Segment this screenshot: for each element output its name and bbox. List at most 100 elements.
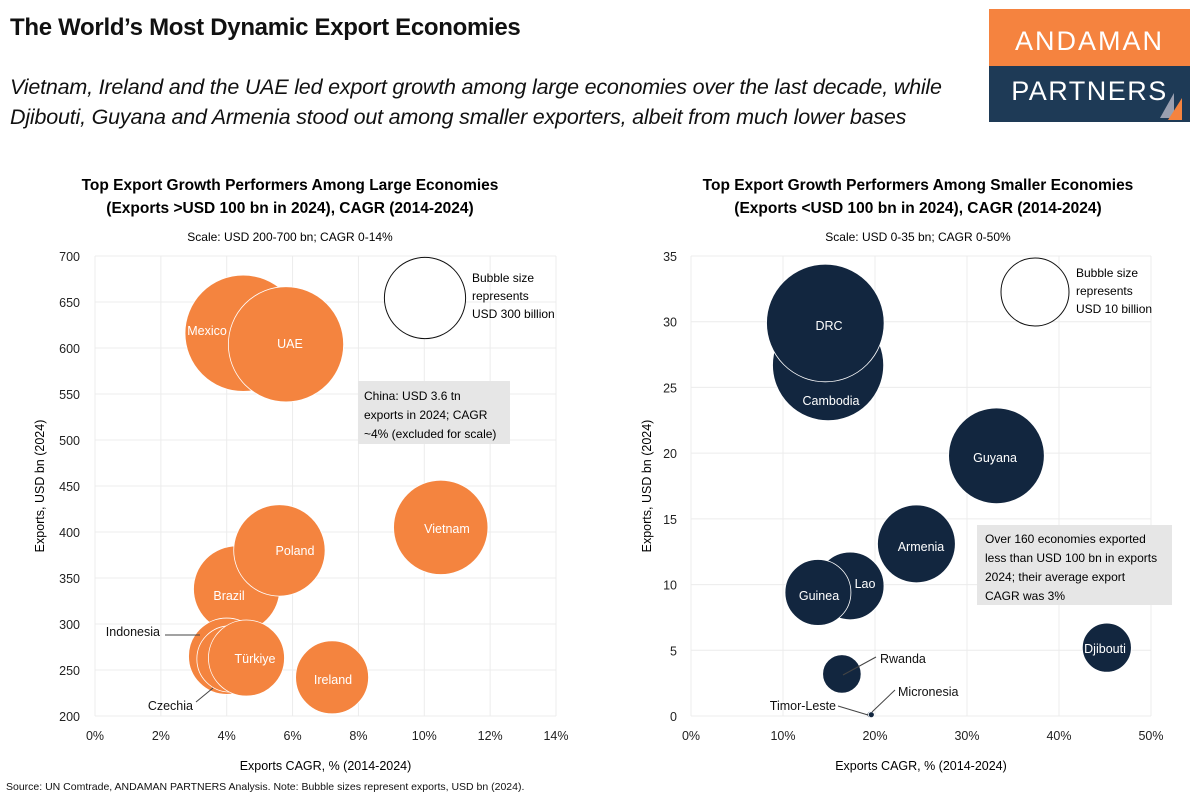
leader-line bbox=[842, 656, 877, 676]
logo-text: PARTNERS bbox=[1011, 76, 1168, 106]
bubble-label: Türkiye bbox=[235, 652, 276, 666]
y-tick-label: 400 bbox=[59, 526, 80, 540]
x-axis-label: Exports CAGR, % (2014-2024) bbox=[835, 759, 1007, 773]
y-tick-label: 550 bbox=[59, 388, 80, 402]
bubble-label: Vietnam bbox=[424, 522, 470, 536]
y-tick-label: 5 bbox=[670, 644, 677, 658]
bubble-size-legend-circle bbox=[383, 256, 467, 340]
page-subtitle: Vietnam, Ireland and the UAE led export … bbox=[10, 75, 942, 129]
bubble-label: Poland bbox=[276, 544, 315, 558]
bubble-türkiye bbox=[208, 619, 285, 697]
bubble-label: Mexico bbox=[187, 324, 227, 338]
source-note: Source: UN Comtrade, ANDAMAN PARTNERS An… bbox=[6, 781, 525, 793]
leader-line bbox=[871, 689, 896, 713]
bubble-label: Czechia bbox=[148, 699, 193, 713]
bubble-legend-text: USD 10 billion bbox=[1076, 302, 1152, 316]
x-tick-label: 0% bbox=[682, 729, 700, 743]
bubble-label: Lao bbox=[855, 577, 876, 591]
bubble-guinea bbox=[784, 559, 852, 626]
y-tick-label: 10 bbox=[663, 579, 677, 593]
chart-title-line1: Top Export Growth Performers Among Small… bbox=[703, 177, 1134, 194]
x-tick-label: 40% bbox=[1046, 729, 1071, 743]
x-tick-label: 50% bbox=[1138, 729, 1163, 743]
annotation-text: CAGR was 3% bbox=[985, 589, 1065, 603]
bubble-legend-text: USD 300 billion bbox=[472, 307, 555, 321]
x-tick-label: 10% bbox=[770, 729, 795, 743]
y-tick-label: 30 bbox=[663, 316, 677, 330]
bubble-label: Ireland bbox=[314, 673, 352, 687]
bubble-uae bbox=[227, 286, 344, 403]
logo-top: ANDAMAN bbox=[989, 9, 1190, 66]
x-tick-label: 14% bbox=[543, 729, 568, 743]
bubble-rwanda bbox=[822, 654, 862, 694]
bubble-micronesia bbox=[867, 711, 875, 719]
y-tick-label: 700 bbox=[59, 250, 80, 264]
x-axis-label: Exports CAGR, % (2014-2024) bbox=[240, 759, 412, 773]
x-tick-label: 20% bbox=[862, 729, 887, 743]
x-tick-label: 12% bbox=[478, 729, 503, 743]
bubble-label: Guinea bbox=[799, 589, 839, 603]
y-tick-label: 300 bbox=[59, 618, 80, 632]
bubble-poland bbox=[233, 504, 326, 597]
bubble-legend-text: Bubble size bbox=[472, 271, 534, 285]
y-tick-label: 15 bbox=[663, 513, 677, 527]
y-tick-label: 20 bbox=[663, 447, 677, 461]
bubble-label: Guyana bbox=[973, 451, 1017, 465]
bubble-label: Brazil bbox=[213, 589, 244, 603]
annotation-text: 2024; their average export bbox=[985, 570, 1126, 584]
bubble-label: Rwanda bbox=[880, 652, 926, 666]
bubble-size-legend-circle bbox=[1000, 257, 1070, 327]
x-tick-label: 30% bbox=[954, 729, 979, 743]
bubble-label: Cambodia bbox=[803, 394, 860, 408]
scale-note: Scale: USD 200-700 bn; CAGR 0-14% bbox=[187, 230, 393, 244]
x-tick-label: 2% bbox=[152, 729, 170, 743]
y-tick-label: 25 bbox=[663, 381, 677, 395]
chart-title-line1: Top Export Growth Performers Among Large… bbox=[82, 177, 499, 194]
bubble-label: Armenia bbox=[898, 540, 945, 554]
bubble-label: DRC bbox=[815, 319, 842, 333]
sail-icon bbox=[1160, 93, 1182, 120]
x-tick-label: 10% bbox=[412, 729, 437, 743]
bubble-guyana bbox=[948, 407, 1045, 505]
x-tick-label: 4% bbox=[218, 729, 236, 743]
bubble-djibouti bbox=[1081, 622, 1132, 673]
bubble-label: Micronesia bbox=[898, 685, 958, 699]
bubble-label: Djibouti bbox=[1084, 642, 1126, 656]
y-tick-label: 0 bbox=[670, 710, 677, 724]
y-tick-label: 200 bbox=[59, 710, 80, 724]
y-tick-label: 600 bbox=[59, 342, 80, 356]
y-axis-label: Exports, USD bn (2024) bbox=[640, 420, 654, 553]
leader-line bbox=[837, 705, 869, 716]
y-tick-label: 650 bbox=[59, 296, 80, 310]
bubble-armenia bbox=[877, 504, 956, 584]
bubble-label: Indonesia bbox=[106, 625, 160, 639]
page-title: The World’s Most Dynamic Export Economie… bbox=[10, 14, 521, 41]
bubble-drc bbox=[766, 263, 885, 383]
x-tick-label: 0% bbox=[86, 729, 104, 743]
bubble-legend-text: represents bbox=[1076, 284, 1133, 298]
y-tick-label: 250 bbox=[59, 664, 80, 678]
andaman-partners-logo: ANDAMAN PARTNERS bbox=[989, 9, 1190, 122]
bubble-label: UAE bbox=[277, 337, 303, 351]
annotation-text: less than USD 100 bn in exports bbox=[985, 551, 1157, 565]
leader-line bbox=[195, 687, 214, 703]
y-tick-label: 500 bbox=[59, 434, 80, 448]
bubble-legend-text: Bubble size bbox=[1076, 266, 1138, 280]
y-axis-label: Exports, USD bn (2024) bbox=[33, 420, 47, 553]
x-tick-label: 8% bbox=[349, 729, 367, 743]
y-tick-label: 35 bbox=[663, 250, 677, 264]
annotation-text: ~4% (excluded for scale) bbox=[364, 427, 496, 441]
annotation-text: China: USD 3.6 tn bbox=[364, 389, 461, 403]
annotation-text: Over 160 economies exported bbox=[985, 532, 1146, 546]
bubble-label: Timor-Leste bbox=[770, 699, 836, 713]
chart-title-line2: (Exports >USD 100 bn in 2024), CAGR (201… bbox=[106, 200, 473, 217]
bubble-ireland bbox=[295, 640, 369, 715]
annotation-text: exports in 2024; CAGR bbox=[364, 408, 488, 422]
bubble-legend-text: represents bbox=[472, 289, 529, 303]
y-tick-label: 450 bbox=[59, 480, 80, 494]
logo-bottom: PARTNERS bbox=[989, 66, 1190, 122]
chart-title-line2: (Exports <USD 100 bn in 2024), CAGR (201… bbox=[734, 200, 1101, 217]
scale-note: Scale: USD 0-35 bn; CAGR 0-50% bbox=[825, 230, 1011, 244]
x-tick-label: 6% bbox=[284, 729, 302, 743]
annotation-box bbox=[977, 525, 1172, 605]
